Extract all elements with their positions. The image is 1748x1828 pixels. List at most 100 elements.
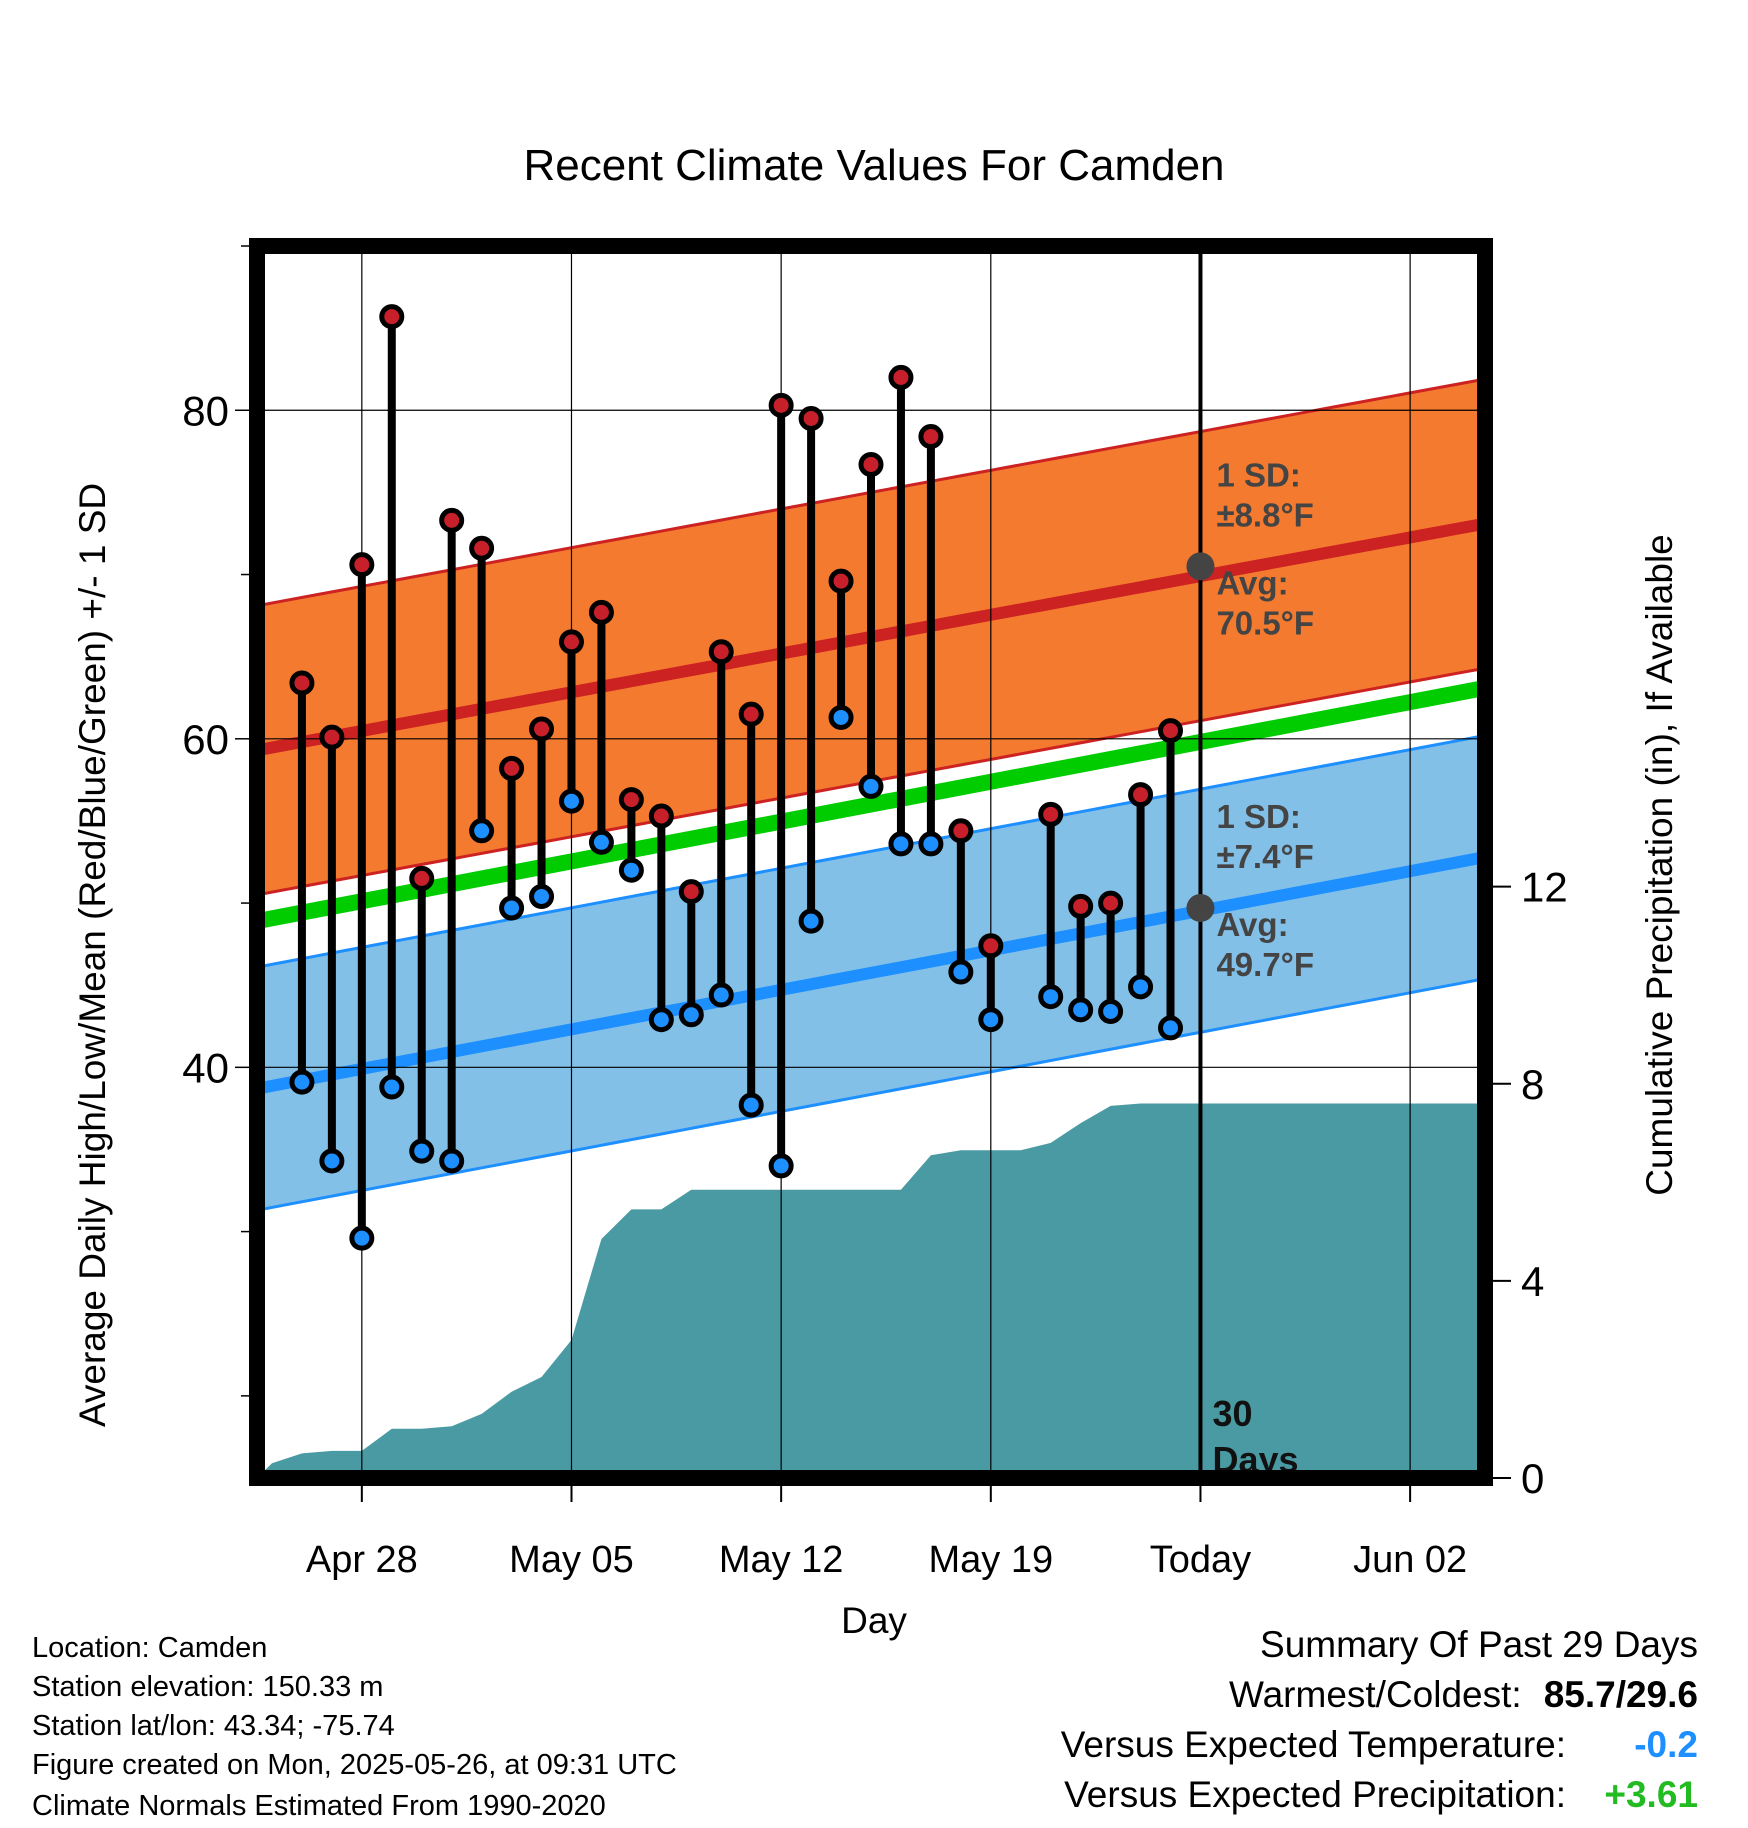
x-tick-label: May 05 — [509, 1539, 634, 1581]
low-temp-point — [558, 788, 584, 814]
high-temp-point — [888, 364, 914, 390]
y2-tick-label: 8 — [1521, 1061, 1544, 1108]
high-temp-point — [858, 451, 884, 477]
low-sd-label: 1 SD: — [1216, 798, 1300, 835]
high-sd-label: 1 SD: — [1216, 456, 1300, 493]
low-temp-point — [349, 1225, 375, 1251]
low-temp-point — [768, 1153, 794, 1179]
high-temp-point — [558, 629, 584, 655]
x-tick-label: May 19 — [928, 1539, 1053, 1581]
high-temp-point — [349, 552, 375, 578]
low-temp-point — [858, 773, 884, 799]
high-temp-point — [828, 568, 854, 594]
high-temp-point — [469, 535, 495, 561]
summary-precip-label: Versus Expected Precipitation: — [1064, 1774, 1566, 1815]
high-temp-point — [618, 787, 644, 813]
x-axis-label: Day — [841, 1600, 907, 1641]
low-temp-point — [469, 818, 495, 844]
high-temp-point — [289, 670, 315, 696]
low-avg-value: 49.7°F — [1216, 946, 1314, 983]
low-temp-point — [618, 857, 644, 883]
mean-average-line — [257, 680, 1485, 929]
low-average-line — [257, 851, 1485, 1095]
y2-axis-label: Cumulative Precipitation (in), If Availa… — [1639, 534, 1680, 1196]
high-temp-point — [499, 755, 525, 781]
high-temp-point — [1038, 801, 1064, 827]
high-temp-point — [529, 716, 555, 742]
low-temp-point — [708, 982, 734, 1008]
low-temp-point — [798, 908, 824, 934]
info-elevation: Station elevation: 150.33 m — [32, 1671, 384, 1703]
y2-tick-label: 0 — [1521, 1455, 1544, 1502]
y-tick-label: 40 — [182, 1044, 229, 1091]
low-temp-point — [738, 1092, 764, 1118]
low-temp-point — [828, 704, 854, 730]
chart-title: Recent Climate Values For Camden — [523, 141, 1224, 190]
low-temp-point — [379, 1074, 405, 1100]
low-temp-point — [678, 1002, 704, 1028]
high-temp-point — [319, 724, 345, 750]
y2-tick-label: 12 — [1521, 864, 1568, 911]
y-tick-label: 60 — [182, 716, 229, 763]
y-axis-label: Average Daily High/Low/Mean (Red/Blue/Gr… — [72, 483, 113, 1427]
low-temp-point — [409, 1138, 435, 1164]
low-temp-point — [319, 1148, 345, 1174]
high-temp-point — [439, 507, 465, 533]
precipitation-area — [257, 1103, 1485, 1478]
summary-warm-cold-label: Warmest/Coldest: — [1229, 1674, 1522, 1715]
high-temp-point — [918, 424, 944, 450]
summary-temp-value: -0.2 — [1634, 1724, 1698, 1765]
low-temp-point — [1158, 1015, 1184, 1041]
high-avg-value: 70.5°F — [1216, 604, 1314, 641]
low-temp-point — [948, 959, 974, 985]
low-avg-label: Avg: — [1216, 906, 1288, 943]
low-sd-value: ±7.4°F — [1216, 838, 1313, 875]
low-temp-point — [1068, 997, 1094, 1023]
low-band-lower-edge — [257, 977, 1485, 1212]
low-temp-point — [648, 1007, 674, 1033]
low-temp-point — [499, 895, 525, 921]
x-tick-label: Jun 02 — [1353, 1539, 1467, 1581]
low-temp-point — [1038, 984, 1064, 1010]
summary-temp-label: Versus Expected Temperature: — [1060, 1724, 1566, 1765]
high-temp-point — [1098, 890, 1124, 916]
summary-title: Summary Of Past 29 Days — [1260, 1624, 1698, 1665]
high-temp-point — [798, 405, 824, 431]
info-created: Figure created on Mon, 2025-05-26, at 09… — [32, 1749, 677, 1781]
high-temp-point — [379, 304, 405, 330]
low-temp-point — [588, 829, 614, 855]
high-temp-point — [948, 818, 974, 844]
high-temp-point — [978, 933, 1004, 959]
today-days-label: 30 — [1212, 1393, 1252, 1434]
high-temp-point — [409, 865, 435, 891]
low-temp-point — [529, 883, 555, 909]
x-tick-label: May 12 — [719, 1539, 844, 1581]
info-latlon: Station lat/lon: 43.34; -75.74 — [32, 1710, 395, 1742]
summary-precip-value: +3.61 — [1604, 1774, 1698, 1815]
low-temp-point — [1098, 998, 1124, 1024]
x-tick-label: Today — [1150, 1539, 1251, 1581]
high-temp-point — [678, 879, 704, 905]
low-temp-point — [918, 831, 944, 857]
summary-precip: Versus Expected Precipitation: +3.61 — [1064, 1774, 1698, 1816]
high-temp-point — [708, 639, 734, 665]
low-today-avg-dot — [1186, 893, 1215, 922]
low-band-upper-edge — [257, 734, 1485, 969]
high-temp-point — [1128, 782, 1154, 808]
high-temp-point — [1158, 718, 1184, 744]
low-temp-point — [439, 1148, 465, 1174]
low-temp-point — [888, 831, 914, 857]
high-temp-point — [588, 599, 614, 625]
info-normals: Climate Normals Estimated From 1990-2020 — [32, 1790, 606, 1822]
high-temp-point — [738, 701, 764, 727]
high-today-avg-dot — [1186, 552, 1215, 581]
plot-frame — [249, 238, 1493, 1486]
y-tick-label: 80 — [182, 387, 229, 434]
low-temp-point — [1128, 974, 1154, 1000]
x-tick-label: Apr 28 — [306, 1539, 418, 1581]
y2-tick-label: 4 — [1521, 1258, 1544, 1305]
high-sd-value: ±8.8°F — [1216, 496, 1313, 533]
high-temp-point — [648, 803, 674, 829]
